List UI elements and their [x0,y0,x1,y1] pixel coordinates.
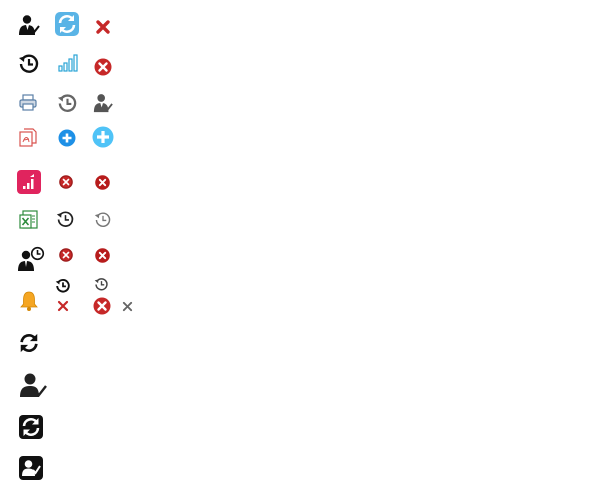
printer-icon[interactable] [19,94,37,111]
close-icon[interactable] [96,20,110,34]
close-circle-icon[interactable] [95,175,110,190]
user-check-icon[interactable] [18,14,40,36]
history-icon[interactable] [57,93,78,114]
user-check-icon[interactable] [19,372,47,398]
user-check-square-icon[interactable] [19,456,43,480]
close-circle-icon[interactable] [94,58,112,76]
history-icon[interactable] [94,211,112,229]
sync-square-icon[interactable] [19,415,43,439]
bell-icon[interactable] [20,291,38,311]
sync-icon[interactable] [18,332,40,354]
user-check-icon[interactable] [93,93,113,113]
plus-circle-icon[interactable] [58,129,76,147]
close-circle-icon[interactable] [59,175,73,189]
close-circle-icon[interactable] [95,248,110,263]
history-icon[interactable] [56,210,75,229]
close-icon[interactable] [57,300,69,312]
history-icon[interactable] [18,53,40,75]
pdf-file-icon[interactable] [19,128,37,147]
history-icon[interactable] [94,277,109,292]
bar-chart-icon[interactable] [58,54,78,72]
excel-file-icon[interactable] [19,210,39,230]
close-circle-icon[interactable] [93,297,111,315]
user-clock-icon[interactable] [18,246,45,271]
close-icon[interactable] [122,301,133,312]
close-circle-icon[interactable] [59,248,73,262]
report-chart-icon[interactable] [17,170,41,194]
sync-icon[interactable] [55,12,79,36]
history-icon[interactable] [55,278,71,294]
plus-circle-icon[interactable] [92,126,114,148]
